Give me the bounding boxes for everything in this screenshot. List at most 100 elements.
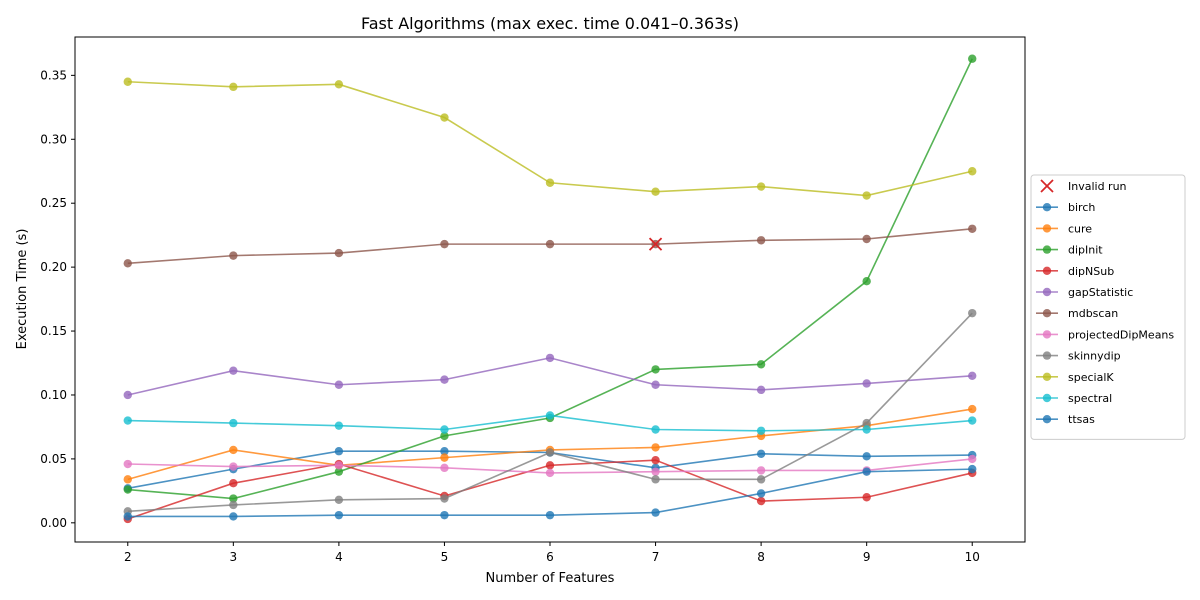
- data-point-dipInit: [968, 54, 977, 63]
- series-line-gapStatistic: [127, 357, 973, 396]
- data-point-ttsas: [229, 512, 238, 521]
- data-point-spectral: [756, 426, 766, 435]
- y-tick-label: 0.00: [40, 516, 67, 530]
- legend-marker-mdbscan: [1042, 309, 1052, 318]
- data-point-dipInit: [651, 365, 660, 374]
- data-point-specialK: [862, 191, 871, 200]
- x-axis-label: Number of Features: [486, 571, 615, 586]
- data-point-projectedDipMeans: [123, 459, 132, 469]
- data-point-dipNSub: [651, 455, 660, 465]
- legend-label: Invalid run: [1068, 180, 1127, 193]
- plot-area: 2 3 4 5 6 7 8 9 10 0.00 0.05 0.10 0.15 0.20 0.25 0.30 0.…: [40, 36, 1026, 564]
- data-point-birch: [862, 452, 871, 461]
- y-tick-label: 0.25: [40, 196, 67, 210]
- data-point-ttsas: [123, 512, 132, 521]
- legend-label: ttsas: [1068, 413, 1095, 426]
- data-point-spectral: [440, 425, 449, 434]
- y-axis-label: Execution Time (s): [15, 229, 30, 350]
- data-point-cure: [651, 443, 660, 452]
- data-point-ttsas: [334, 510, 344, 520]
- data-point-ttsas: [651, 508, 660, 517]
- data-point-mdbscan: [968, 224, 977, 233]
- x-tick-label: 10: [965, 550, 980, 564]
- x-tick-label: 8: [757, 550, 765, 564]
- x-tick-label: 5: [441, 550, 449, 564]
- data-point-ttsas: [545, 510, 555, 520]
- data-point-projectedDipMeans: [440, 463, 449, 473]
- legend-marker-dipNSub: [1042, 266, 1052, 275]
- data-point-ttsas: [862, 467, 871, 476]
- y-tick-label: 0.15: [40, 324, 67, 338]
- legend-marker-gapStatistic: [1042, 287, 1052, 297]
- data-point-ttsas: [440, 510, 449, 520]
- legend-marker-spectral: [1042, 393, 1052, 403]
- data-point-dipInit: [229, 494, 238, 503]
- data-point-specialK: [651, 187, 660, 196]
- data-point-cure: [229, 445, 238, 455]
- x-tick-label: 6: [546, 550, 554, 564]
- data-point-gapStatistic: [229, 366, 238, 375]
- data-point-dipInit: [862, 276, 871, 286]
- x-tick-label: 7: [652, 550, 660, 564]
- data-point-dipInit: [123, 485, 132, 494]
- data-point-skinnydip: [440, 494, 449, 503]
- legend-marker-cure: [1042, 224, 1052, 233]
- legend-label: specialK: [1068, 371, 1114, 384]
- data-point-specialK: [968, 167, 977, 176]
- data-point-gapStatistic: [440, 375, 449, 384]
- data-point-cure: [123, 475, 132, 484]
- data-point-mdbscan: [229, 251, 238, 260]
- x-tick-label: 4: [335, 550, 343, 564]
- series-line-dipInit: [127, 58, 973, 500]
- data-point-spectral: [968, 416, 977, 425]
- data-point-mdbscan: [334, 248, 344, 258]
- legend-label: projectedDipMeans: [1068, 328, 1174, 341]
- legend-label: skinnydip: [1068, 350, 1121, 363]
- x-tick-label: 9: [863, 550, 871, 564]
- data-point-birch: [756, 449, 766, 458]
- data-point-dipInit: [440, 431, 449, 441]
- data-point-specialK: [229, 82, 238, 92]
- legend-label: dipInit: [1068, 244, 1103, 257]
- data-point-gapStatistic: [545, 353, 555, 363]
- legend-marker-dipInit: [1042, 245, 1052, 254]
- legend-marker-skinnydip: [1042, 351, 1052, 360]
- data-point-spectral: [545, 411, 555, 420]
- data-point-dipInit: [756, 360, 766, 369]
- data-point-mdbscan: [862, 234, 871, 244]
- data-point-projectedDipMeans: [229, 462, 238, 471]
- y-tick-label: 0.20: [40, 260, 67, 274]
- data-point-specialK: [334, 80, 344, 89]
- data-point-specialK: [440, 113, 449, 122]
- data-point-spectral: [862, 425, 871, 434]
- data-point-ttsas: [968, 464, 977, 474]
- legend-marker-projectedDipMeans: [1042, 330, 1052, 339]
- data-point-projectedDipMeans: [334, 461, 344, 470]
- legend-marker-specialK: [1042, 372, 1052, 381]
- legend-box: [1030, 174, 1186, 440]
- x-tick-label: 2: [124, 550, 132, 564]
- data-point-dipNSub: [545, 461, 555, 470]
- data-point-dipInit: [334, 467, 344, 476]
- legend-marker-birch: [1042, 203, 1052, 212]
- y-tick-label: 0.35: [40, 68, 67, 82]
- data-point-projectedDipMeans: [545, 468, 555, 478]
- y-tick-label: 0.10: [40, 388, 67, 402]
- data-point-gapStatistic: [968, 371, 977, 380]
- legend-label: cure: [1068, 222, 1092, 235]
- data-point-mdbscan: [756, 236, 766, 245]
- data-point-birch: [440, 447, 449, 456]
- legend-invalid-run-icon: [1040, 179, 1054, 193]
- data-point-cure: [440, 453, 449, 462]
- data-point-skinnydip: [862, 418, 871, 428]
- y-tick-label: 0.05: [40, 452, 67, 466]
- data-point-spectral: [334, 421, 344, 430]
- data-point-gapStatistic: [756, 385, 766, 395]
- legend-label: dipNSub: [1068, 265, 1114, 278]
- invalid-run-marker: [648, 237, 663, 251]
- data-point-skinnydip: [545, 448, 555, 457]
- chart-title: Fast Algorithms (max exec. time 0.041–0.…: [361, 14, 739, 33]
- data-point-skinnydip: [229, 500, 238, 510]
- data-point-mdbscan: [545, 239, 555, 249]
